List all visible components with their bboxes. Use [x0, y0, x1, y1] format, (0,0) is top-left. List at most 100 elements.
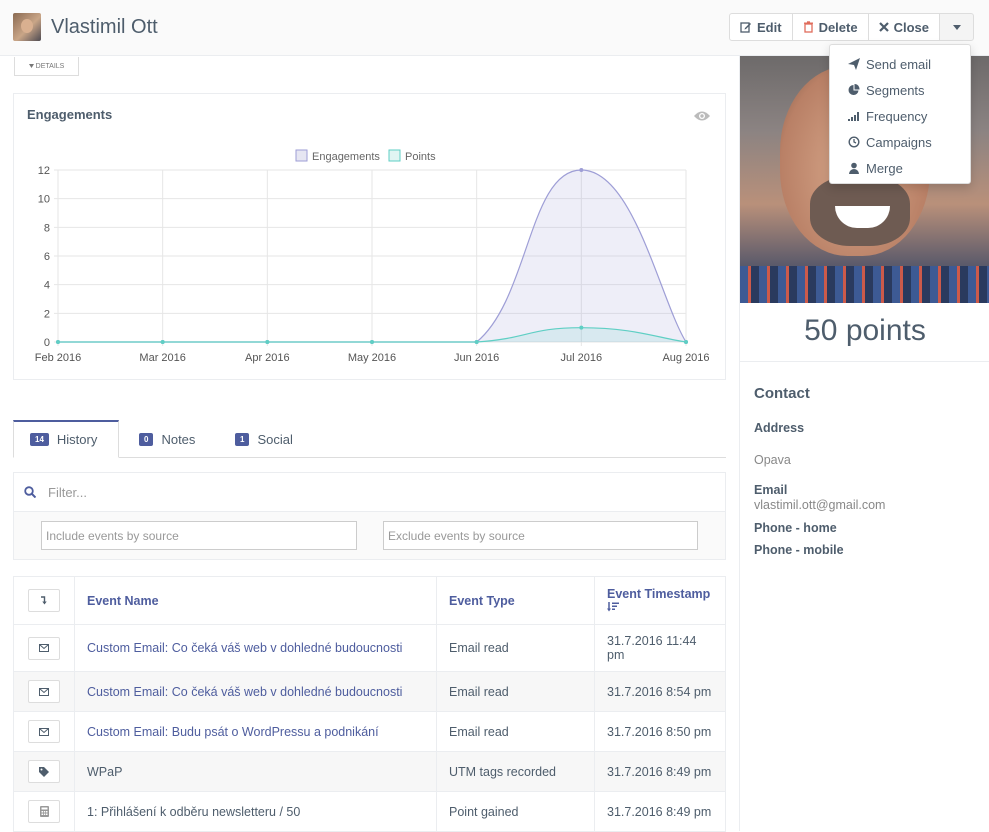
table-row: 1: Přihlášení k odběru newsletteru / 50 … [13, 791, 726, 832]
tab-badge: 0 [139, 432, 154, 446]
clock-icon [848, 136, 860, 148]
data-point [579, 325, 584, 330]
actions-dropdown-menu: Send email Segments Frequency Campaigns … [829, 44, 971, 184]
data-point [160, 340, 165, 344]
tab-label: Social [257, 431, 293, 447]
event-name-link[interactable]: Custom Email: Co čeká váš web v dohledné… [87, 684, 403, 699]
filter-input[interactable]: Filter... [48, 484, 88, 500]
menu-item-frequency[interactable]: Frequency [830, 103, 970, 129]
event-name-cell: WPaP [74, 751, 437, 792]
tab-label: History [56, 432, 98, 447]
avatar [13, 13, 41, 41]
menu-item-label: Frequency [866, 108, 928, 124]
data-point [684, 340, 688, 344]
table-row: Custom Email: Budu psát o WordPressu a p… [13, 711, 726, 752]
event-name-link[interactable]: Custom Email: Budu psát o WordPressu a p… [87, 724, 379, 739]
event-name-header[interactable]: Event Name [74, 576, 437, 625]
event-type-cell: Email read [436, 624, 595, 672]
pie-chart-icon [848, 84, 860, 95]
tab-badge: 1 [235, 432, 250, 446]
menu-item-merge[interactable]: Merge [830, 155, 970, 181]
contact-name: Vlastimil Ott [51, 16, 158, 38]
contact-heading: Contact [754, 385, 810, 402]
delete-button[interactable]: Delete [791, 13, 869, 41]
x-tick-label: May 2016 [348, 352, 396, 364]
y-tick-label: 2 [44, 308, 50, 320]
series-area [58, 170, 686, 342]
menu-item-label: Campaigns [866, 134, 932, 150]
table-row: WPaP UTM tags recorded 31.7.2016 8:49 pm [13, 751, 726, 792]
event-type-header[interactable]: Event Type [436, 576, 595, 625]
legend-label: Points [405, 151, 436, 163]
more-actions-button[interactable] [939, 13, 974, 41]
row-expand-button[interactable] [28, 800, 60, 823]
row-expand-button[interactable] [28, 760, 60, 783]
event-name-cell: 1: Přihlášení k odběru newsletteru / 50 [74, 791, 437, 832]
legend-label: Engagements [312, 151, 380, 163]
action-button-group: Edit Delete Close [729, 13, 974, 41]
event-timestamp-cell: 31.7.2016 11:44 pm [594, 624, 726, 672]
event-timestamp-cell: 31.7.2016 8:54 pm [594, 671, 726, 712]
envelope-icon [39, 687, 49, 696]
x-tick-label: Feb 2016 [35, 352, 81, 364]
series-area [58, 327, 686, 342]
tag-icon [39, 766, 49, 777]
edit-button[interactable]: Edit [729, 13, 793, 41]
close-button[interactable]: Close [867, 13, 940, 41]
divider [740, 361, 989, 362]
x-tick-label: Mar 2016 [139, 352, 185, 364]
menu-item-campaigns[interactable]: Campaigns [830, 129, 970, 155]
x-tick-label: Apr 2016 [245, 352, 290, 364]
menu-item-segments[interactable]: Segments [830, 77, 970, 103]
event-type-cell: UTM tags recorded [436, 751, 595, 792]
level-down-icon [41, 596, 47, 605]
event-timestamp-cell: 31.7.2016 8:49 pm [594, 791, 726, 832]
data-point [265, 340, 270, 344]
include-source-input[interactable]: Include events by source [41, 521, 357, 550]
row-expand-button[interactable] [28, 680, 60, 703]
event-name-link[interactable]: 1: Přihlášení k odběru newsletteru / 50 [87, 804, 301, 819]
tab-social[interactable]: 1 Social [219, 420, 309, 458]
menu-item-send-email[interactable]: Send email [830, 51, 970, 77]
expand-all-button[interactable] [28, 589, 60, 612]
close-label: Close [893, 19, 929, 35]
event-name-link[interactable]: WPaP [87, 764, 123, 779]
paper-plane-icon [848, 58, 860, 70]
engagements-chart: 0 2 4 6 8 10 12 Feb 2016 Mar 2016 Apr 2016 May 201… [35, 149, 710, 364]
exclude-source-input[interactable]: Exclude events by source [383, 521, 698, 550]
menu-item-label: Segments [866, 82, 925, 98]
email-value: vlastimil.ott@gmail.com [754, 498, 886, 512]
envelope-icon [39, 727, 49, 736]
row-icon-cell [13, 791, 75, 832]
table-header-row: Event Name Event Type Event Timestamp [13, 576, 726, 625]
points-total: 50 points [804, 314, 926, 347]
tab-badge: 14 [30, 433, 49, 446]
data-point [579, 168, 584, 172]
eye-icon[interactable] [693, 110, 711, 122]
legend-swatch [295, 149, 308, 162]
trash-icon [803, 21, 813, 33]
event-type-cell: Email read [436, 671, 595, 712]
y-tick-label: 4 [44, 280, 50, 292]
y-tick-label: 12 [38, 165, 50, 177]
row-expand-button[interactable] [28, 636, 60, 660]
search-icon [24, 486, 36, 498]
engagements-card: Engagements 0 2 4 6 8 10 12 Feb 2016 Mar 2016 Apr… [13, 93, 726, 380]
table-row: Custom Email: Co čeká váš web v dohledné… [13, 624, 726, 672]
row-expand-button[interactable] [28, 720, 60, 743]
tab-label: Notes [161, 431, 196, 447]
events-table: Event Name Event Type Event Timestamp Cu… [13, 576, 726, 832]
menu-item-label: Merge [866, 160, 903, 176]
row-icon-cell [13, 751, 75, 792]
tab-notes[interactable]: 0 Notes [123, 420, 211, 458]
details-toggle[interactable]: DETAILS [14, 57, 79, 76]
tab-history[interactable]: 14 History [13, 420, 119, 458]
row-icon-cell [13, 711, 75, 752]
data-point [56, 340, 60, 344]
details-label: DETAILS [35, 62, 65, 70]
signal-bars-icon [848, 112, 859, 121]
x-tick-label: Jul 2016 [561, 352, 603, 364]
x-tick-label: Jun 2016 [454, 352, 499, 364]
event-timestamp-header[interactable]: Event Timestamp [594, 576, 726, 625]
event-name-link[interactable]: Custom Email: Co čeká váš web v dohledné… [87, 641, 403, 655]
